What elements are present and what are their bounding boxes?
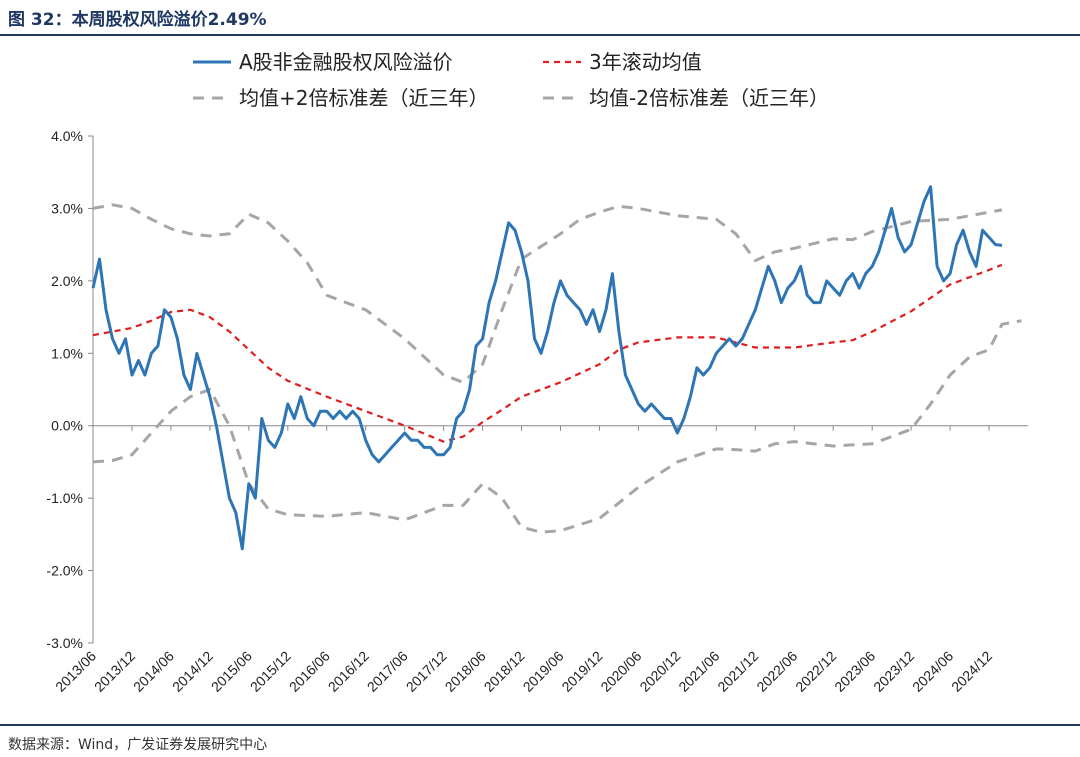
x-tick-label: 2015/06 (208, 648, 255, 695)
x-tick-label: 2022/06 (753, 648, 800, 695)
y-tick-label: 1.0% (51, 345, 83, 361)
legend-label-0: A股非金融股权风险溢价 (239, 50, 453, 74)
x-tick-label: 2024/06 (909, 648, 956, 695)
series-lines (91, 185, 1022, 551)
x-tick-label: 2020/06 (597, 648, 644, 695)
y-tick-label: 0.0% (51, 418, 83, 434)
y-tick-label: 3.0% (51, 200, 83, 216)
x-tick-label: 2024/12 (948, 648, 995, 695)
x-tick-label: 2023/06 (831, 648, 878, 695)
series-line-2 (92, 203, 1003, 384)
title-rule (0, 34, 1080, 36)
x-tick-label: 2016/06 (286, 648, 333, 695)
x-tick-label: 2015/12 (247, 648, 294, 695)
axes: -3.0% -2.0% -1.0% 0.0% 1.0% 2.0% 3.0% 4.0% 2013/… (46, 128, 1028, 695)
x-tick-label: 2021/12 (714, 648, 761, 695)
x-tick-label: 2018/06 (442, 648, 489, 695)
x-tick-label: 2013/12 (91, 648, 138, 695)
footer-rule (0, 724, 1080, 726)
y-tick-label: -3.0% (46, 635, 83, 651)
legend-label-1: 3年滚动均值 (589, 50, 702, 74)
x-tick-label: 2020/12 (636, 648, 683, 695)
legend-label-2: 均值+2倍标准差（近三年） (239, 86, 488, 110)
series-line-3 (92, 319, 1022, 534)
x-tick-label: 2021/06 (675, 648, 722, 695)
series-line-1 (92, 263, 1003, 443)
x-tick-label: 2022/12 (792, 648, 839, 695)
x-tick-label: 2013/06 (52, 648, 99, 695)
x-tick-label: 2014/06 (130, 648, 177, 695)
x-tick-label: 2016/12 (325, 648, 372, 695)
y-tick-label: -1.0% (46, 490, 83, 506)
x-tick-label: 2014/12 (169, 648, 216, 695)
legend-label-3: 均值-2倍标准差（近三年） (589, 86, 829, 110)
y-tick-label: 4.0% (51, 128, 83, 144)
y-tick-label: -2.0% (46, 563, 83, 579)
figure-title: 图 32：本周股权风险溢价2.49% (8, 10, 267, 30)
y-tick-label: 2.0% (51, 273, 83, 289)
source-note: 数据来源：Wind，广发证券发展研究中心 (8, 737, 268, 753)
title-bar: 图 32：本周股权风险溢价2.49% (0, 0, 1080, 34)
x-tick-label: 2019/06 (520, 648, 567, 695)
series-line-0 (91, 185, 1003, 551)
x-tick-label: 2018/12 (481, 648, 528, 695)
x-tick-label: 2017/06 (364, 648, 411, 695)
x-tick-label: 2017/12 (403, 648, 450, 695)
x-tick-label: 2019/12 (558, 648, 605, 695)
x-tick-label: 2023/12 (870, 648, 917, 695)
